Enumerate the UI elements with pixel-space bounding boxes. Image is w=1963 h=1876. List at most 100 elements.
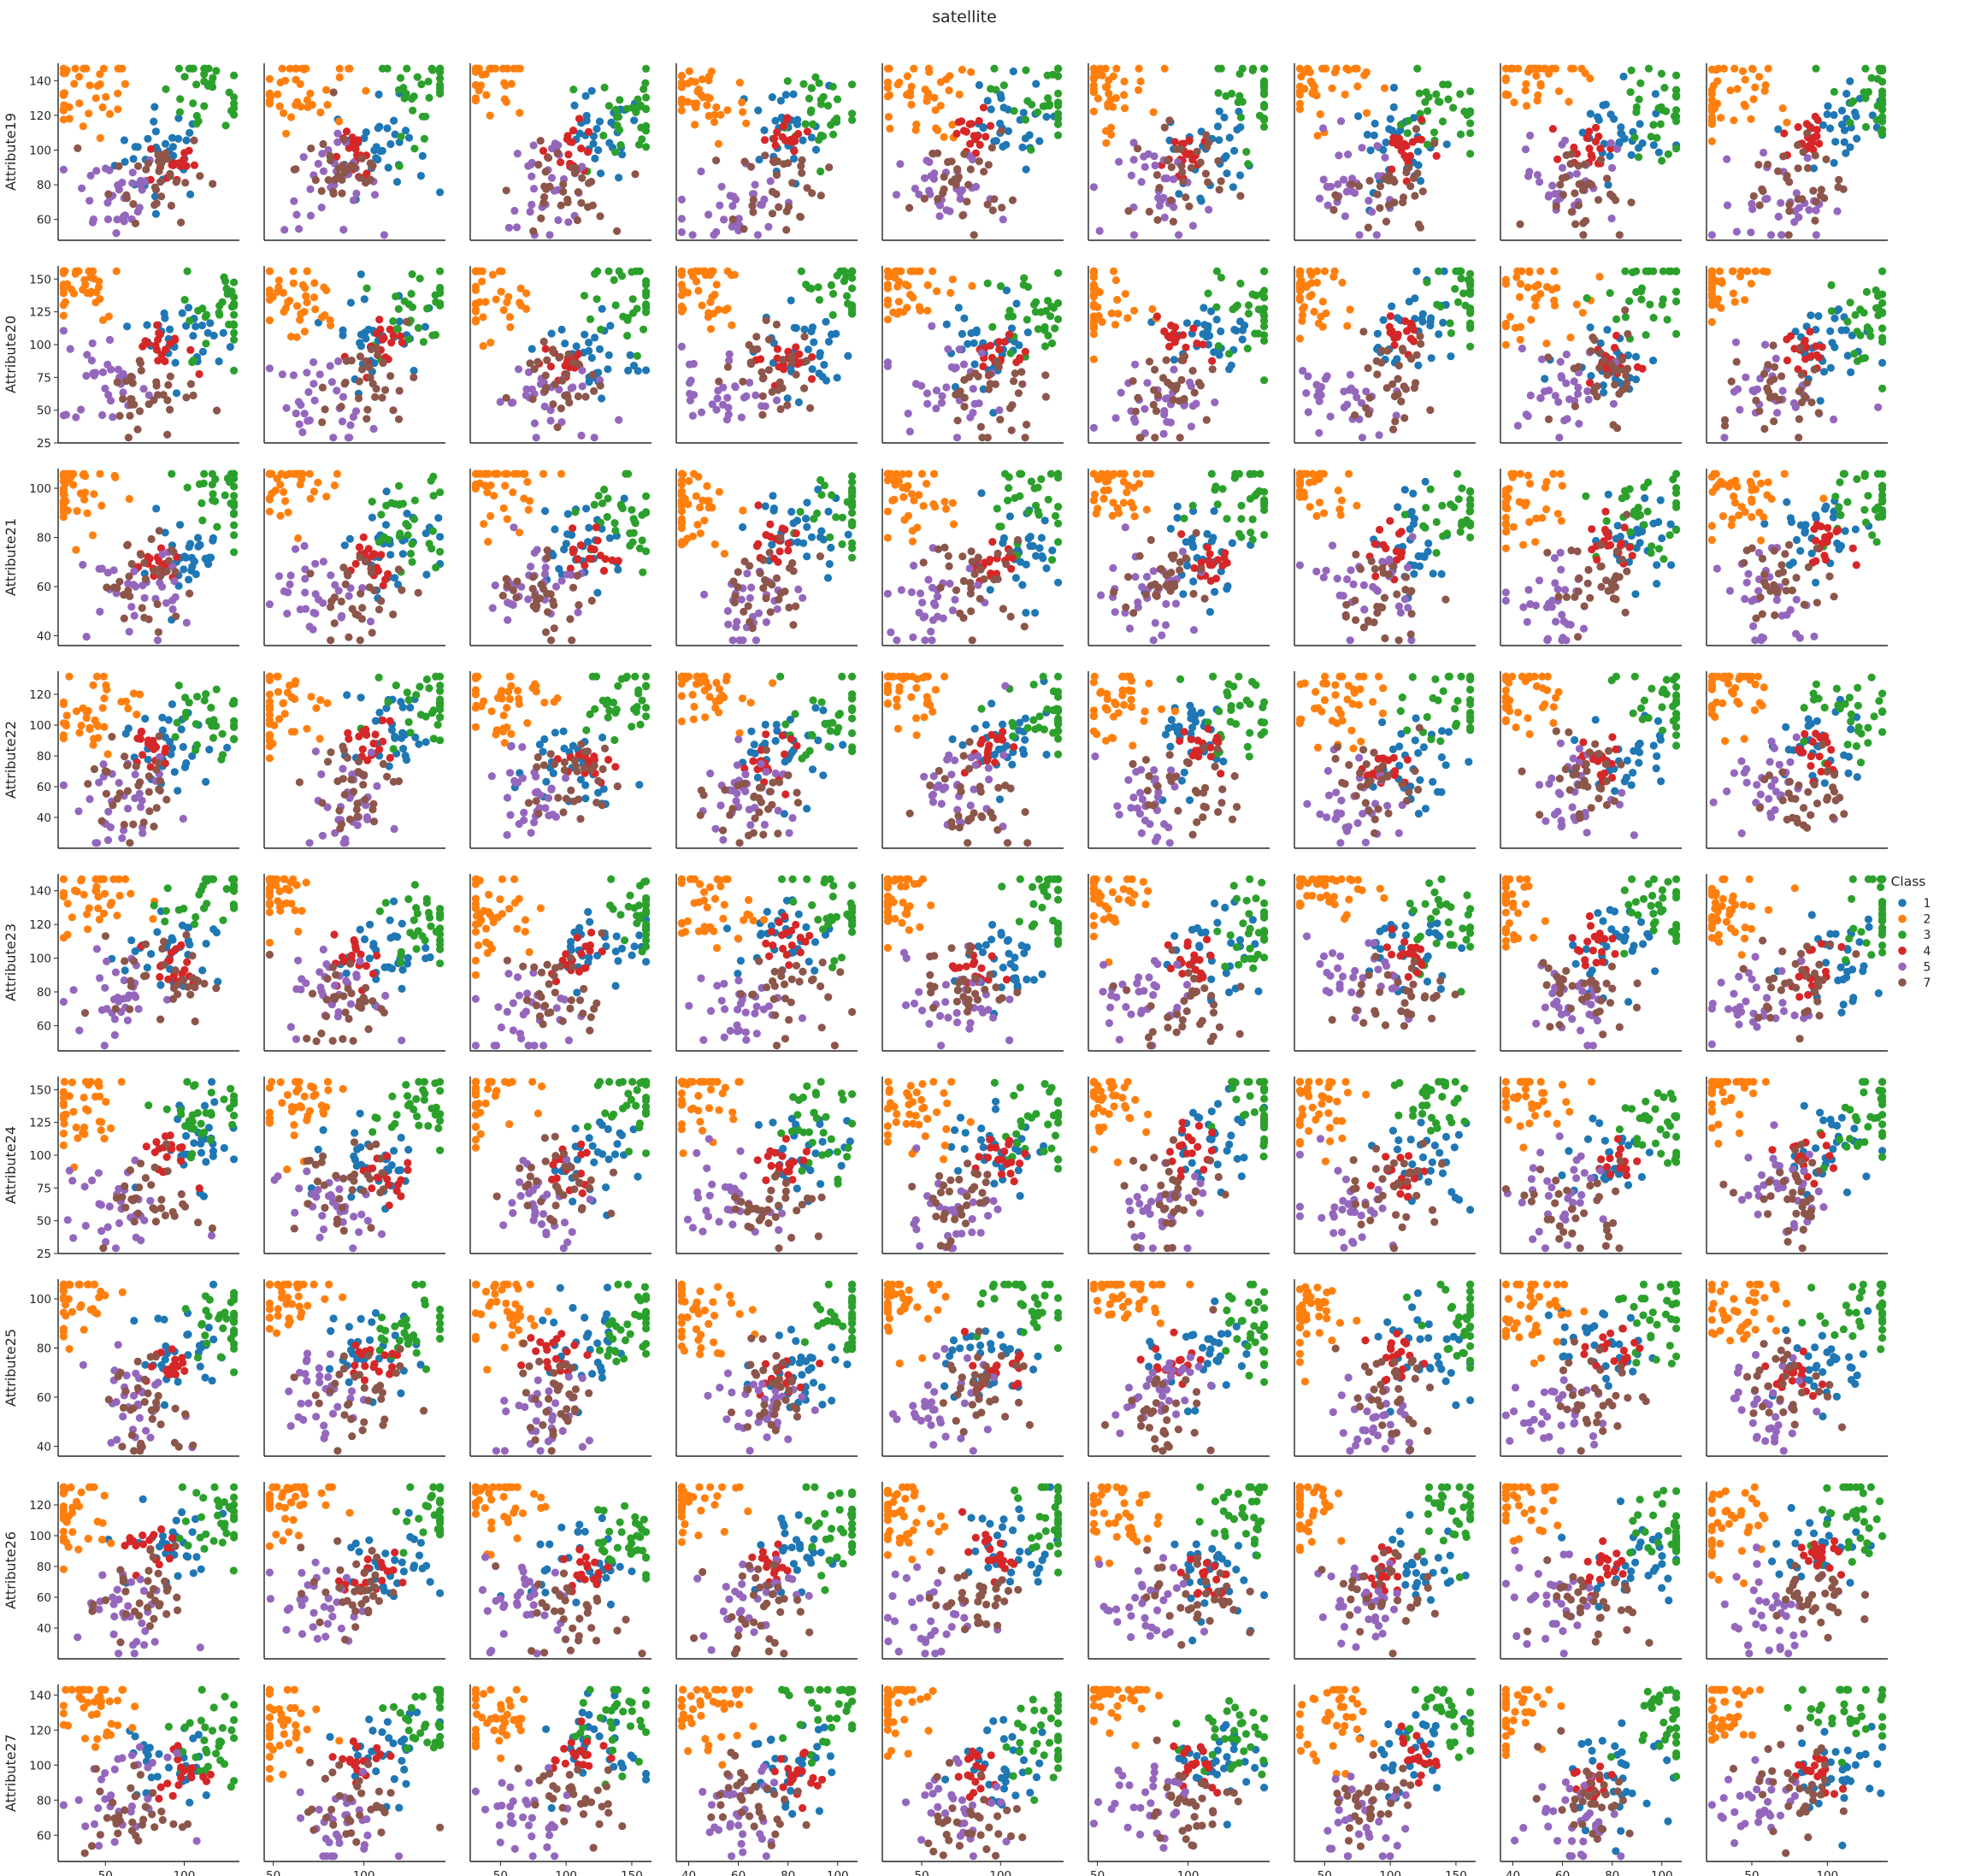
point-class-5 — [1525, 168, 1534, 176]
point-class-5 — [1322, 566, 1330, 575]
point-class-5 — [1166, 418, 1175, 427]
point-class-7 — [1571, 189, 1579, 198]
point-class-7 — [171, 568, 180, 576]
point-class-3 — [628, 295, 637, 304]
point-class-7 — [1145, 357, 1154, 366]
point-class-1 — [1035, 137, 1044, 145]
point-class-7 — [366, 159, 374, 168]
point-class-5 — [1575, 420, 1583, 428]
point-class-2 — [728, 321, 736, 329]
point-class-5 — [1707, 231, 1716, 239]
point-class-5 — [1089, 423, 1098, 432]
point-class-3 — [400, 94, 409, 103]
point-class-5 — [128, 168, 137, 177]
point-class-7 — [357, 154, 366, 162]
point-class-1 — [1809, 164, 1819, 173]
point-class-7 — [776, 589, 785, 598]
point-class-2 — [265, 89, 274, 97]
point-class-5 — [753, 231, 763, 239]
point-class-1 — [1210, 507, 1218, 516]
point-class-4 — [796, 358, 805, 367]
point-class-3 — [616, 141, 625, 150]
point-class-7 — [341, 580, 350, 589]
point-class-1 — [1236, 317, 1245, 326]
point-class-4 — [368, 552, 376, 560]
point-class-3 — [162, 85, 170, 93]
point-class-5 — [528, 172, 536, 180]
point-class-7 — [366, 374, 374, 382]
point-class-5 — [737, 413, 746, 422]
point-class-3 — [807, 84, 816, 92]
point-class-7 — [975, 157, 983, 166]
point-class-2 — [1113, 296, 1122, 304]
point-class-5 — [968, 155, 976, 164]
point-class-5 — [1127, 171, 1135, 180]
point-class-1 — [209, 331, 218, 340]
point-class-2 — [310, 279, 319, 287]
point-class-5 — [677, 342, 687, 351]
y-axis-label: Attribute21 — [3, 518, 19, 596]
point-class-2 — [883, 267, 892, 275]
point-class-3 — [1260, 122, 1269, 131]
point-class-1 — [562, 540, 570, 548]
point-class-5 — [887, 628, 895, 637]
point-class-2 — [292, 75, 300, 84]
point-class-7 — [1597, 562, 1606, 570]
point-class-3 — [1466, 119, 1475, 127]
y-tick-label: 60 — [37, 214, 51, 227]
panel-Attribute20-Attribute13 — [675, 266, 858, 444]
point-class-7 — [1810, 365, 1819, 374]
point-class-7 — [728, 215, 737, 224]
point-class-7 — [1611, 381, 1619, 389]
point-class-2 — [703, 481, 711, 491]
point-class-3 — [1466, 342, 1475, 351]
point-class-7 — [154, 150, 162, 159]
point-class-7 — [762, 594, 770, 603]
point-class-7 — [156, 572, 165, 581]
point-class-1 — [401, 127, 410, 135]
point-class-3 — [828, 491, 836, 499]
point-class-3 — [1672, 526, 1681, 534]
point-class-7 — [1008, 196, 1017, 204]
point-class-2 — [677, 469, 687, 478]
point-class-3 — [1827, 307, 1836, 316]
point-class-1 — [790, 154, 799, 163]
point-class-3 — [408, 540, 416, 548]
point-class-5 — [1158, 631, 1166, 640]
point-class-2 — [923, 97, 931, 105]
point-class-7 — [1169, 554, 1177, 563]
point-class-1 — [1819, 368, 1829, 376]
point-class-7 — [758, 392, 767, 400]
point-class-2 — [906, 291, 915, 299]
point-class-5 — [88, 218, 97, 227]
point-class-2 — [1344, 469, 1353, 478]
point-class-3 — [1672, 267, 1681, 275]
point-class-2 — [677, 498, 687, 507]
point-class-2 — [1538, 514, 1547, 522]
point-class-5 — [1557, 374, 1566, 382]
point-class-3 — [1876, 309, 1884, 318]
point-class-3 — [425, 93, 433, 102]
point-class-7 — [196, 172, 204, 180]
point-class-5 — [557, 576, 566, 585]
point-class-2 — [303, 96, 311, 104]
point-class-7 — [115, 411, 124, 420]
point-class-5 — [524, 162, 533, 170]
point-class-5 — [304, 416, 312, 425]
point-class-7 — [789, 621, 798, 629]
point-class-3 — [1260, 293, 1269, 302]
point-class-2 — [1501, 74, 1510, 83]
point-class-7 — [526, 359, 534, 368]
point-class-1 — [582, 504, 591, 513]
point-class-5 — [1141, 162, 1149, 171]
point-class-3 — [1404, 116, 1412, 125]
point-class-7 — [1573, 547, 1582, 556]
point-class-3 — [1222, 91, 1230, 100]
point-class-1 — [390, 116, 398, 125]
point-class-5 — [1333, 575, 1341, 583]
point-class-7 — [772, 320, 781, 329]
point-class-4 — [1812, 342, 1820, 351]
point-class-2 — [1577, 64, 1586, 73]
point-class-7 — [1399, 346, 1407, 355]
point-class-2 — [928, 267, 937, 275]
